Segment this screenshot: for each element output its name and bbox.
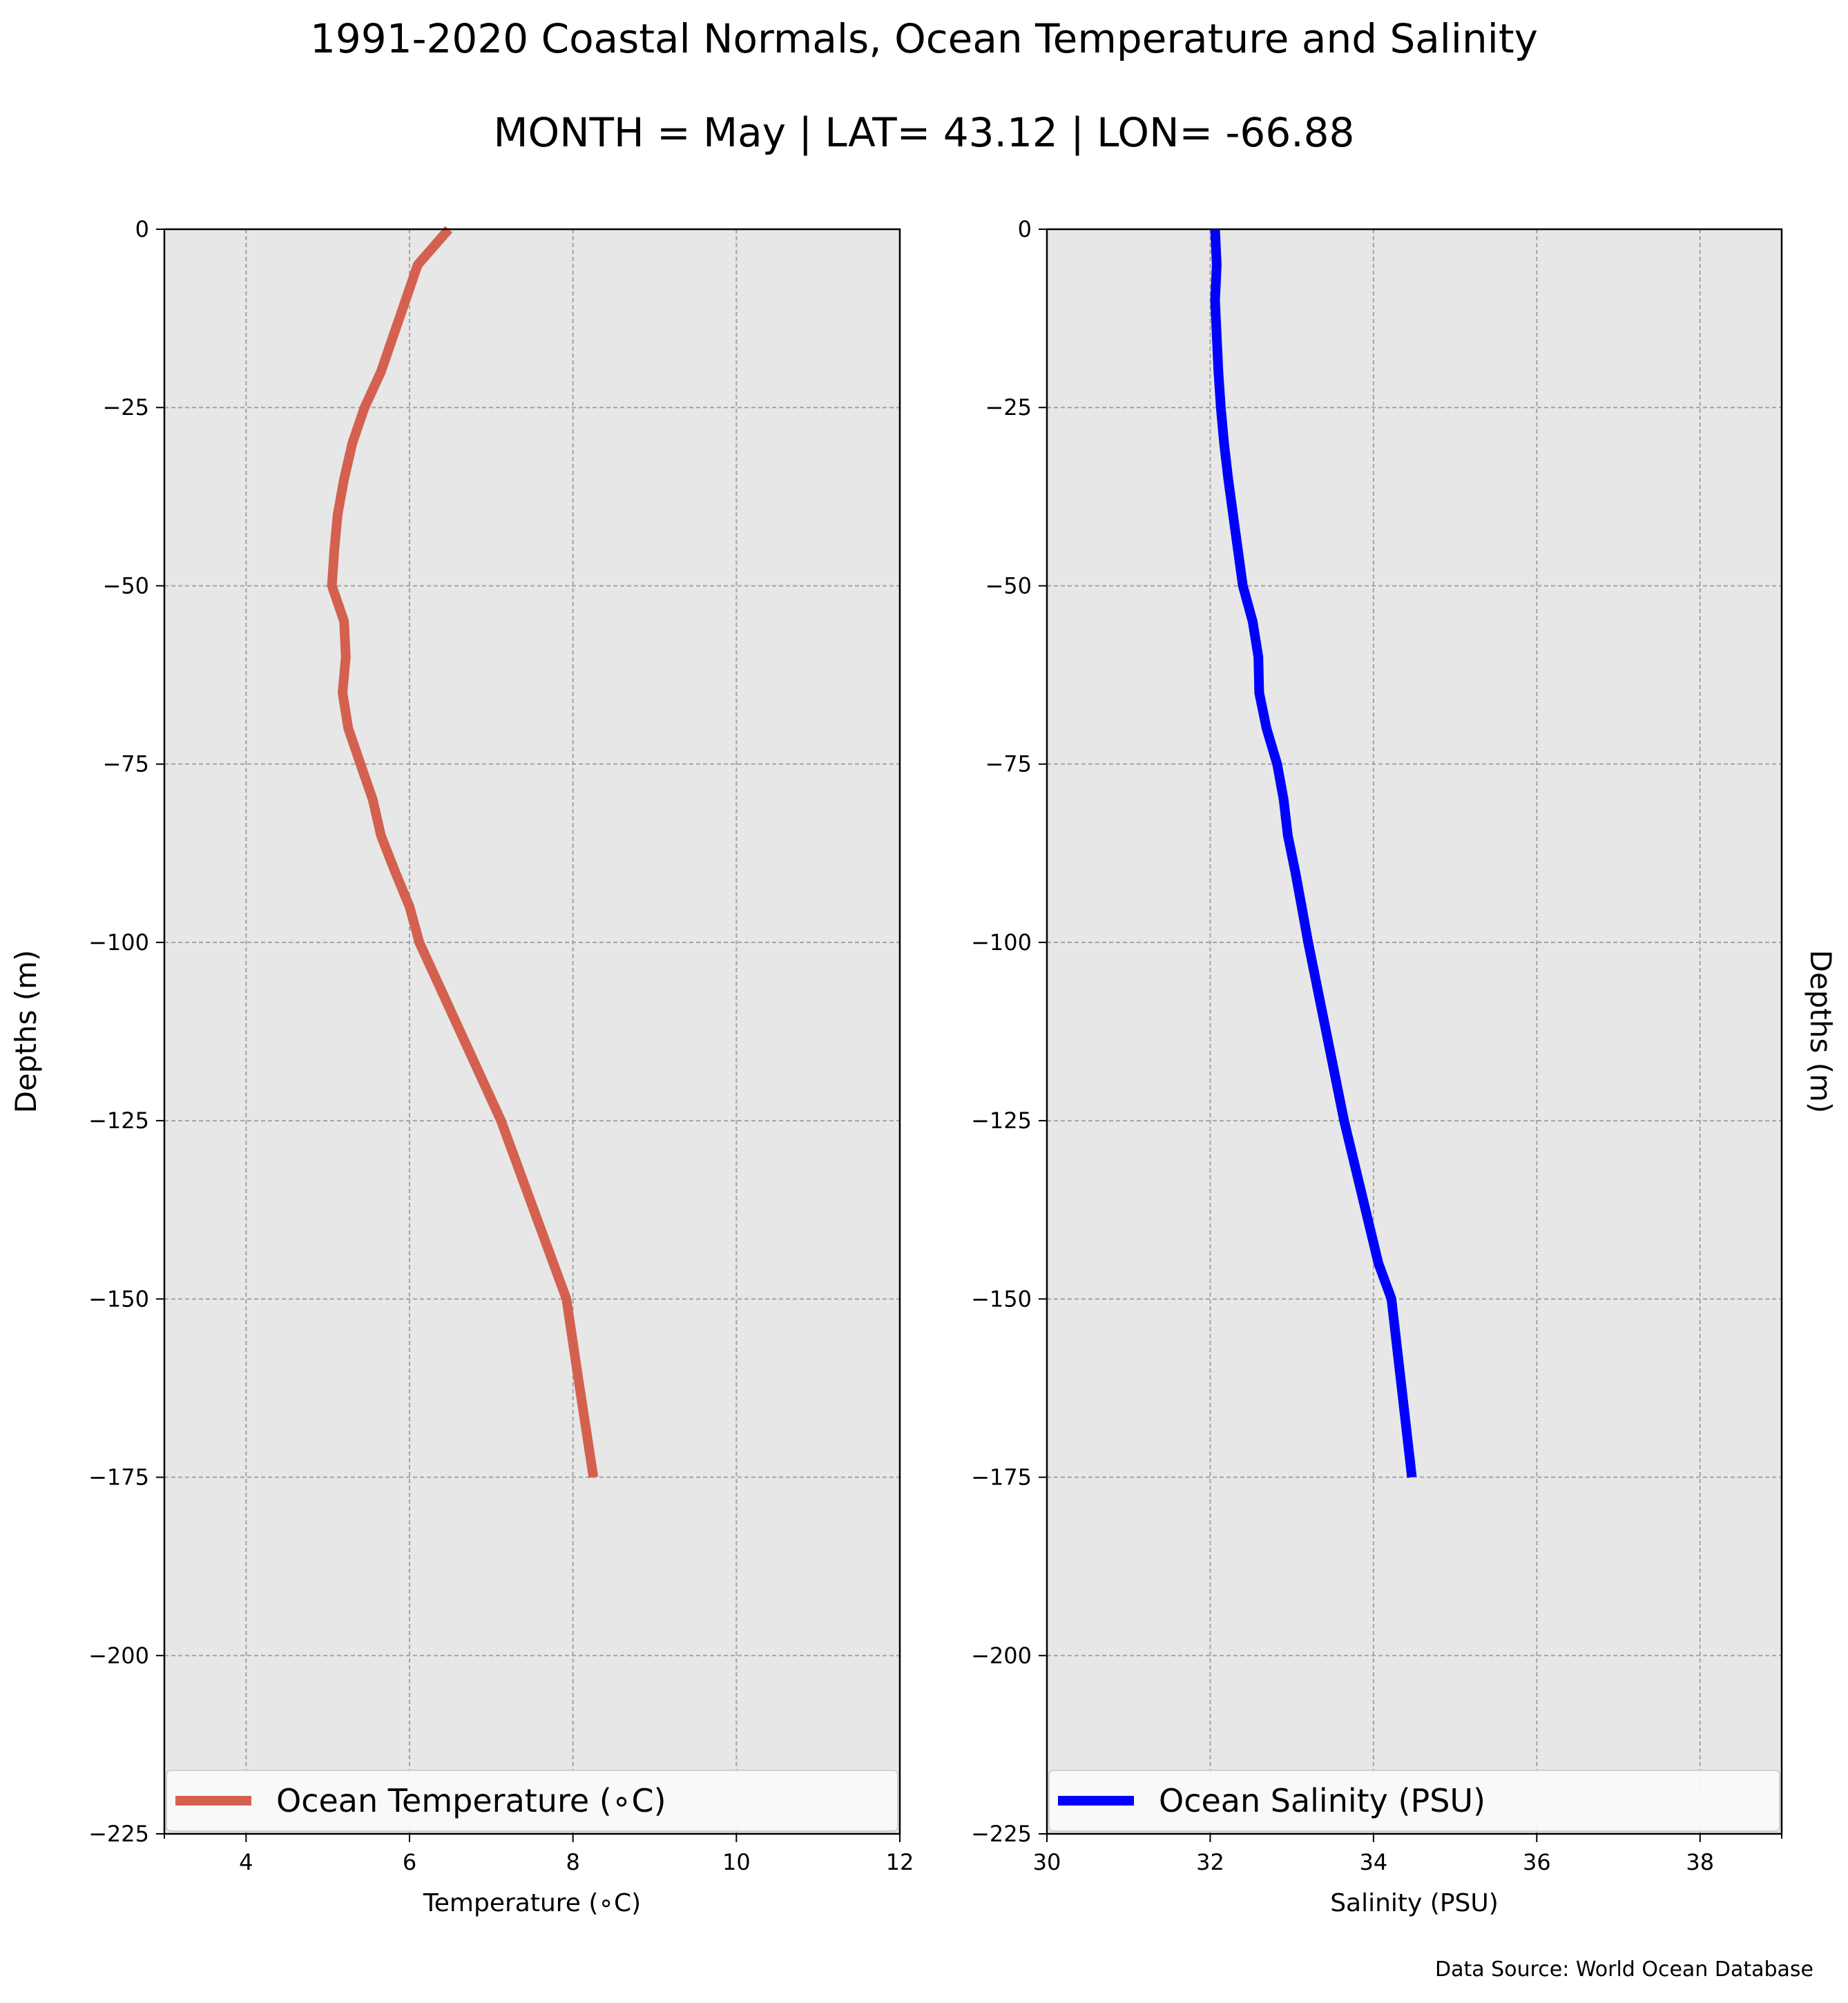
x-tick-label: 32 (1196, 1849, 1224, 1875)
legend-box (1048, 1770, 1780, 1832)
y-tick-label: −225 (971, 1821, 1032, 1847)
y-tick-label: −225 (88, 1821, 149, 1847)
x-tick-label: 12 (886, 1849, 914, 1875)
data-line-1 (1210, 229, 1417, 1478)
y-tick-label: −50 (985, 572, 1032, 599)
x-tick-label: 10 (722, 1849, 751, 1875)
x-tick-label: 6 (403, 1849, 416, 1875)
x-tick-label: 4 (239, 1849, 253, 1875)
axes-frame (163, 228, 901, 1835)
x-tick-label: 8 (566, 1849, 579, 1875)
y-tick-label: −175 (88, 1464, 149, 1491)
x-tick-label: 30 (1033, 1849, 1061, 1875)
y-tick-label: −75 (102, 751, 149, 777)
y-tick-label: −25 (985, 394, 1032, 420)
plot-area (164, 229, 900, 1834)
y-tick-label: −175 (971, 1464, 1032, 1491)
y-tick-label: −50 (102, 572, 149, 599)
temperature-panel: 0 −25 −50 −75 −100 −125 −150 −175 −200 −225 4 6 8 10 1… (9, 216, 914, 1917)
x-axis-label: Temperature (∘C) (423, 1889, 641, 1917)
y-axis-label: Depths (m) (1804, 950, 1838, 1114)
y-tick-label: −125 (88, 1107, 149, 1134)
x-tick-label: 34 (1360, 1849, 1388, 1875)
y-tick-label: −150 (971, 1286, 1032, 1312)
data-line-0 (327, 226, 599, 1478)
chart-title: 1991-2020 Coastal Normals, Ocean Tempera… (310, 15, 1538, 62)
y-tick-label: −75 (985, 751, 1032, 777)
chart-subtitle: MONTH = May | LAT= 43.12 | LON= -66.88 (493, 109, 1355, 156)
legend-box (166, 1770, 898, 1832)
legend-label: Ocean Salinity (PSU) (1159, 1782, 1485, 1819)
y-tick-label: −200 (88, 1643, 149, 1669)
y-tick-label: −25 (102, 394, 149, 420)
axes-frame (1046, 228, 1783, 1835)
legend-label: Ocean Temperature (∘C) (276, 1782, 666, 1819)
x-tick-label: 38 (1686, 1849, 1714, 1875)
y-tick-label: 0 (1018, 216, 1032, 242)
y-tick-label: −200 (971, 1643, 1032, 1669)
source-note: Data Source: World Ocean Database (1435, 1957, 1813, 1982)
y-tick-label: −100 (971, 929, 1032, 956)
y-axis-label: Depths (m) (9, 950, 43, 1114)
plot-area (1047, 229, 1782, 1834)
x-tick-label: 36 (1523, 1849, 1551, 1875)
y-tick-label: −150 (88, 1286, 149, 1312)
y-tick-label: 0 (135, 216, 149, 242)
y-tick-label: −125 (971, 1107, 1032, 1134)
x-axis-label: Salinity (PSU) (1330, 1889, 1499, 1917)
y-tick-label: −100 (88, 929, 149, 956)
